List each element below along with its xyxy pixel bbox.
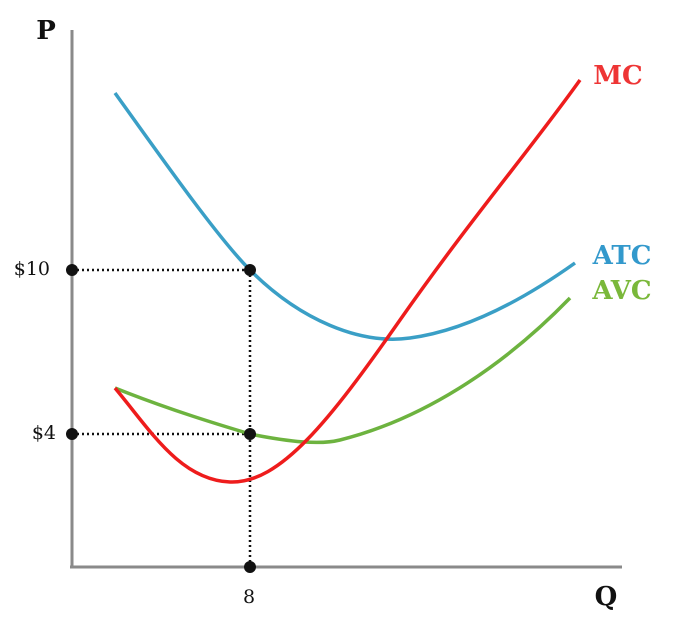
point (244, 561, 256, 573)
y-tick-label: $10 (14, 258, 50, 280)
avc-label: AVC (591, 276, 651, 306)
point (244, 428, 256, 440)
atc-label: ATC (592, 241, 652, 271)
y-tick-label: $4 (32, 422, 56, 444)
point (66, 264, 78, 276)
point (244, 264, 256, 276)
mc-label: MC (593, 61, 642, 91)
y-axis-label: P (36, 16, 56, 46)
mc-curve (113, 78, 582, 484)
x-axis-label: Q (595, 582, 618, 612)
x-tick-label: 8 (243, 586, 255, 608)
point (66, 428, 78, 440)
avc-curve (114, 296, 572, 445)
atc-curve (113, 91, 577, 341)
